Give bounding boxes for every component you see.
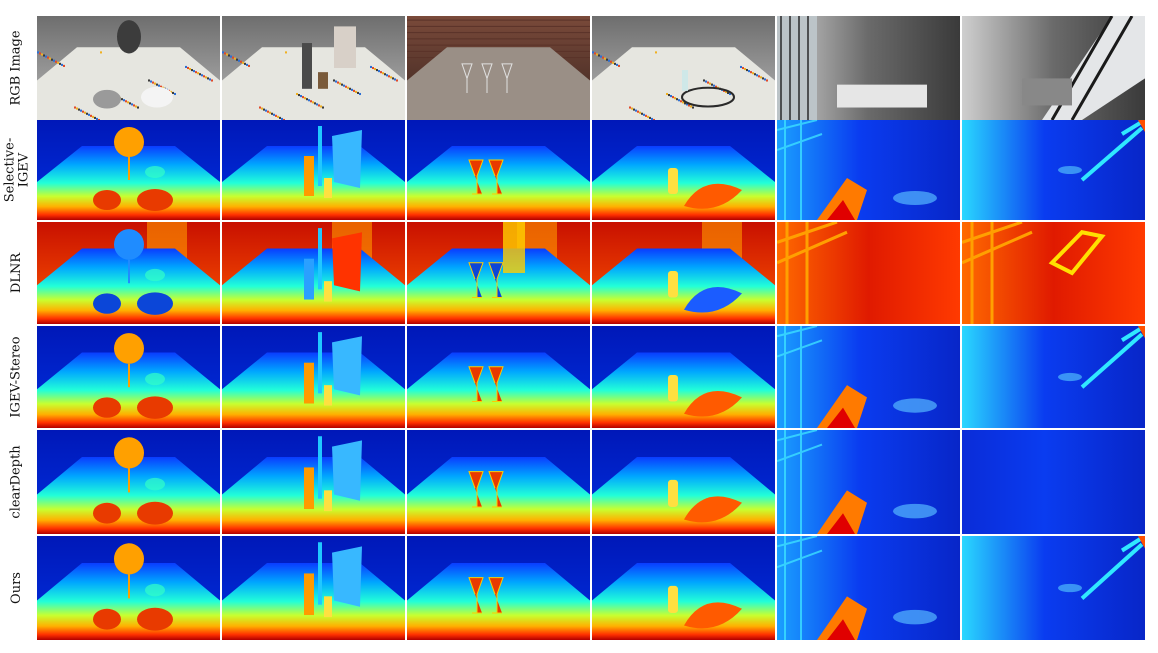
depth-map-wineglass-scene xyxy=(407,430,590,534)
depth-map-tray-scene xyxy=(592,430,775,534)
depth-map-tray-scene xyxy=(592,536,775,640)
depth-map-loft-interior-scene xyxy=(777,222,960,324)
depth-map-stairwell-interior-scene xyxy=(962,222,1145,324)
rgb-image-wineglass-scene xyxy=(407,16,590,120)
depth-map-tray-scene xyxy=(592,222,775,324)
depth-map-tray-scene xyxy=(592,326,775,428)
depth-map-tabletop-scene xyxy=(37,536,220,640)
depth-map-wineglass-scene xyxy=(407,120,590,220)
rgb-image-loft-interior-scene xyxy=(777,16,960,120)
depth-map-tabletop-scene xyxy=(37,326,220,428)
rgb-image-stairwell-interior-scene xyxy=(962,16,1145,120)
depth-map-bottles-scene xyxy=(222,326,405,428)
rgb-image-tray-scene xyxy=(592,16,775,120)
depth-map-bottles-scene xyxy=(222,430,405,534)
depth-map-bottles-scene xyxy=(222,222,405,324)
rgb-image-bottles-scene xyxy=(222,16,405,120)
depth-map-loft-interior-scene xyxy=(777,120,960,220)
depth-map-wineglass-scene xyxy=(407,326,590,428)
depth-map-wineglass-scene xyxy=(407,536,590,640)
depth-map-wineglass-scene xyxy=(407,222,590,324)
depth-map-stairwell-interior-scene xyxy=(962,120,1145,220)
depth-map-tabletop-scene xyxy=(37,120,220,220)
depth-map-tabletop-scene xyxy=(37,222,220,324)
row-label: Ours xyxy=(8,572,24,604)
row-label: IGEV-Stereo xyxy=(9,336,24,418)
depth-map-bottles-scene xyxy=(222,120,405,220)
depth-map-loft-interior-scene xyxy=(777,326,960,428)
depth-map-loft-interior-scene xyxy=(777,536,960,640)
depth-map-bottles-scene xyxy=(222,536,405,640)
row-label: Selective- IGEV xyxy=(2,137,32,203)
depth-map-stairwell-interior-scene xyxy=(962,326,1145,428)
depth-map-tray-scene xyxy=(592,120,775,220)
depth-map-stairwell-interior-scene xyxy=(962,536,1145,640)
row-label: clearDepth xyxy=(9,445,25,519)
depth-map-stairwell-interior-scene xyxy=(962,430,1145,534)
row-label: DLNR xyxy=(9,252,24,294)
depth-map-tabletop-scene xyxy=(37,430,220,534)
rgb-image-tabletop-scene xyxy=(37,16,220,120)
depth-map-loft-interior-scene xyxy=(777,430,960,534)
row-label: RGB Image xyxy=(9,30,24,106)
